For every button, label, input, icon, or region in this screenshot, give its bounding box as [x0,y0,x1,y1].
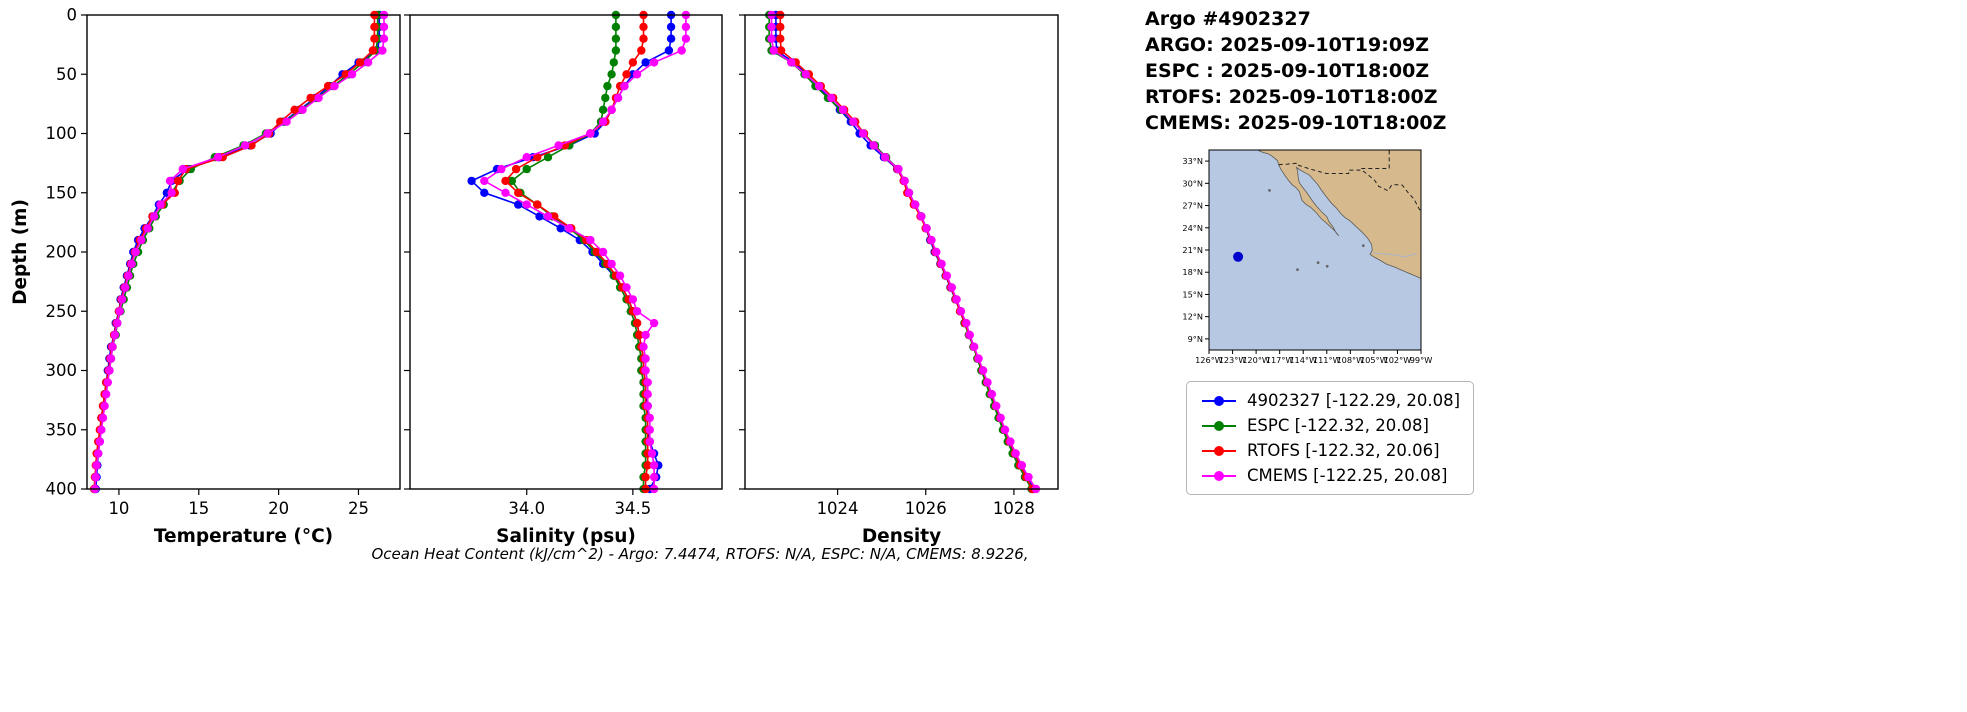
density-panel: 1024 1026 1028 Density [739,10,1059,547]
salinity-axis-label: Salinity (psu) [496,526,636,547]
x-tick-label: 1024 [817,499,859,518]
y-tick-label: 400 [46,480,78,499]
island-dot [1296,268,1299,271]
timestamp-line: CMEMS: 2025-09-10T18:00Z [1145,112,1447,134]
x-tick-label: 1028 [993,499,1035,518]
info-header: Argo #4902327 ARGO: 2025-09-10T19:09Z ESP… [1145,6,1446,136]
map-lat-label: 33°N [1182,156,1203,166]
y-tick-label: 250 [46,302,78,321]
x-tick-label: 20 [268,499,289,518]
map-lon-label: 105°W [1360,355,1388,365]
depth-axis-label: Depth (m) [10,199,31,305]
island-dot [1316,261,1320,264]
y-tick-label: 200 [46,243,78,262]
x-tick-label: 34.0 [508,499,545,518]
map-lat-label: 9°N [1188,334,1203,344]
map-lon-label: 111°W [1313,355,1341,365]
x-tick-label: 1026 [905,499,947,518]
map-lon-label: 102°W [1384,355,1412,365]
map-lat-label: 21°N [1182,245,1203,255]
legend-marker-icon [1202,420,1236,431]
series-cmems [480,10,691,494]
island-dot [1268,189,1271,192]
x-tick-label: 10 [108,499,129,518]
legend-label: CMEMS [-122.25, 20.08] [1247,466,1448,485]
legend-item: RTOFS [-122.32, 20.06] [1200,441,1460,460]
float-title: Argo #4902327 [1145,8,1311,30]
timestamp-line: ESPC : 2025-09-10T18:00Z [1145,60,1430,82]
timestamp-line: RTOFS: 2025-09-10T18:00Z [1145,86,1438,108]
salinity-panel: 34.0 34.5 Salinity (psu) [404,10,723,547]
map-lat-label: 18°N [1182,267,1203,277]
location-map: 9°N 12°N 15°N 18°N 21°N 24°N 27°N 30°N 33°N 126°W… [1182,149,1433,365]
x-tick-label: 34.5 [614,499,651,518]
series-cmems [767,10,1041,494]
map-lon-label: 99°W [1410,355,1433,365]
map-lon-label: 114°W [1289,355,1317,365]
temperature-axis-label: Temperature (°C) [154,526,333,547]
legend-marker-icon [1202,395,1236,406]
legend-marker-icon [1202,470,1236,481]
profile-charts: 10 15 20 25050100150200250300350400Temperat… [10,6,1059,547]
land-polygon [1257,149,1422,280]
legend-item: CMEMS [-122.25, 20.08] [1200,466,1460,485]
map-lat-label: 12°N [1182,312,1203,322]
map-lat-label: 30°N [1182,178,1203,188]
map-lat-label: 27°N [1182,201,1203,211]
us-mexico-border [1278,162,1422,212]
series-cmems [90,10,389,494]
x-tick-label: 15 [188,499,209,518]
map-lon-label: 117°W [1266,355,1294,365]
state-border [1361,150,1390,169]
y-tick-label: 150 [46,183,78,202]
map-lon-label: 126°W [1195,355,1223,365]
y-tick-label: 300 [46,361,78,380]
legend-marker-icon [1202,445,1236,456]
temperature-panel: 10 15 20 25050100150200250300350400Temperat… [46,6,401,547]
float-position-dot [1233,251,1244,262]
ohc-footer: Ocean Heat Content (kJ/cm^2) - Argo: 7.4… [371,545,1029,563]
river-line [1371,252,1418,258]
y-tick-label: 0 [67,6,78,25]
y-tick-label: 50 [56,65,77,84]
y-tick-label: 350 [46,420,78,439]
island-dot [1361,244,1365,247]
x-tick-label: 25 [348,499,369,518]
map-lat-label: 24°N [1182,223,1203,233]
legend: 4902327 [-122.29, 20.08] ESPC [-122.32, 2… [1186,381,1475,495]
density-axis-label: Density [862,526,941,547]
timestamp-lines: ARGO: 2025-09-10T19:09Z ESPC : 2025-09-10… [1145,32,1446,136]
legend-label: RTOFS [-122.32, 20.06] [1247,441,1440,460]
legend-item: 4902327 [-122.29, 20.08] [1200,391,1460,410]
island-dot [1325,264,1329,268]
timestamp-line: ARGO: 2025-09-10T19:09Z [1145,34,1430,56]
map-lon-label: 120°W [1242,355,1270,365]
legend-label: 4902327 [-122.29, 20.08] [1247,391,1461,410]
legend-item: ESPC [-122.32, 20.08] [1200,416,1460,435]
series-rtofs [501,10,652,494]
map-lon-label: 123°W [1219,355,1247,365]
map-lat-label: 15°N [1182,289,1203,299]
y-tick-label: 100 [46,124,78,143]
map-lon-label: 108°W [1336,355,1364,365]
legend-label: ESPC [-122.32, 20.08] [1247,416,1429,435]
series-espc [765,10,1036,494]
